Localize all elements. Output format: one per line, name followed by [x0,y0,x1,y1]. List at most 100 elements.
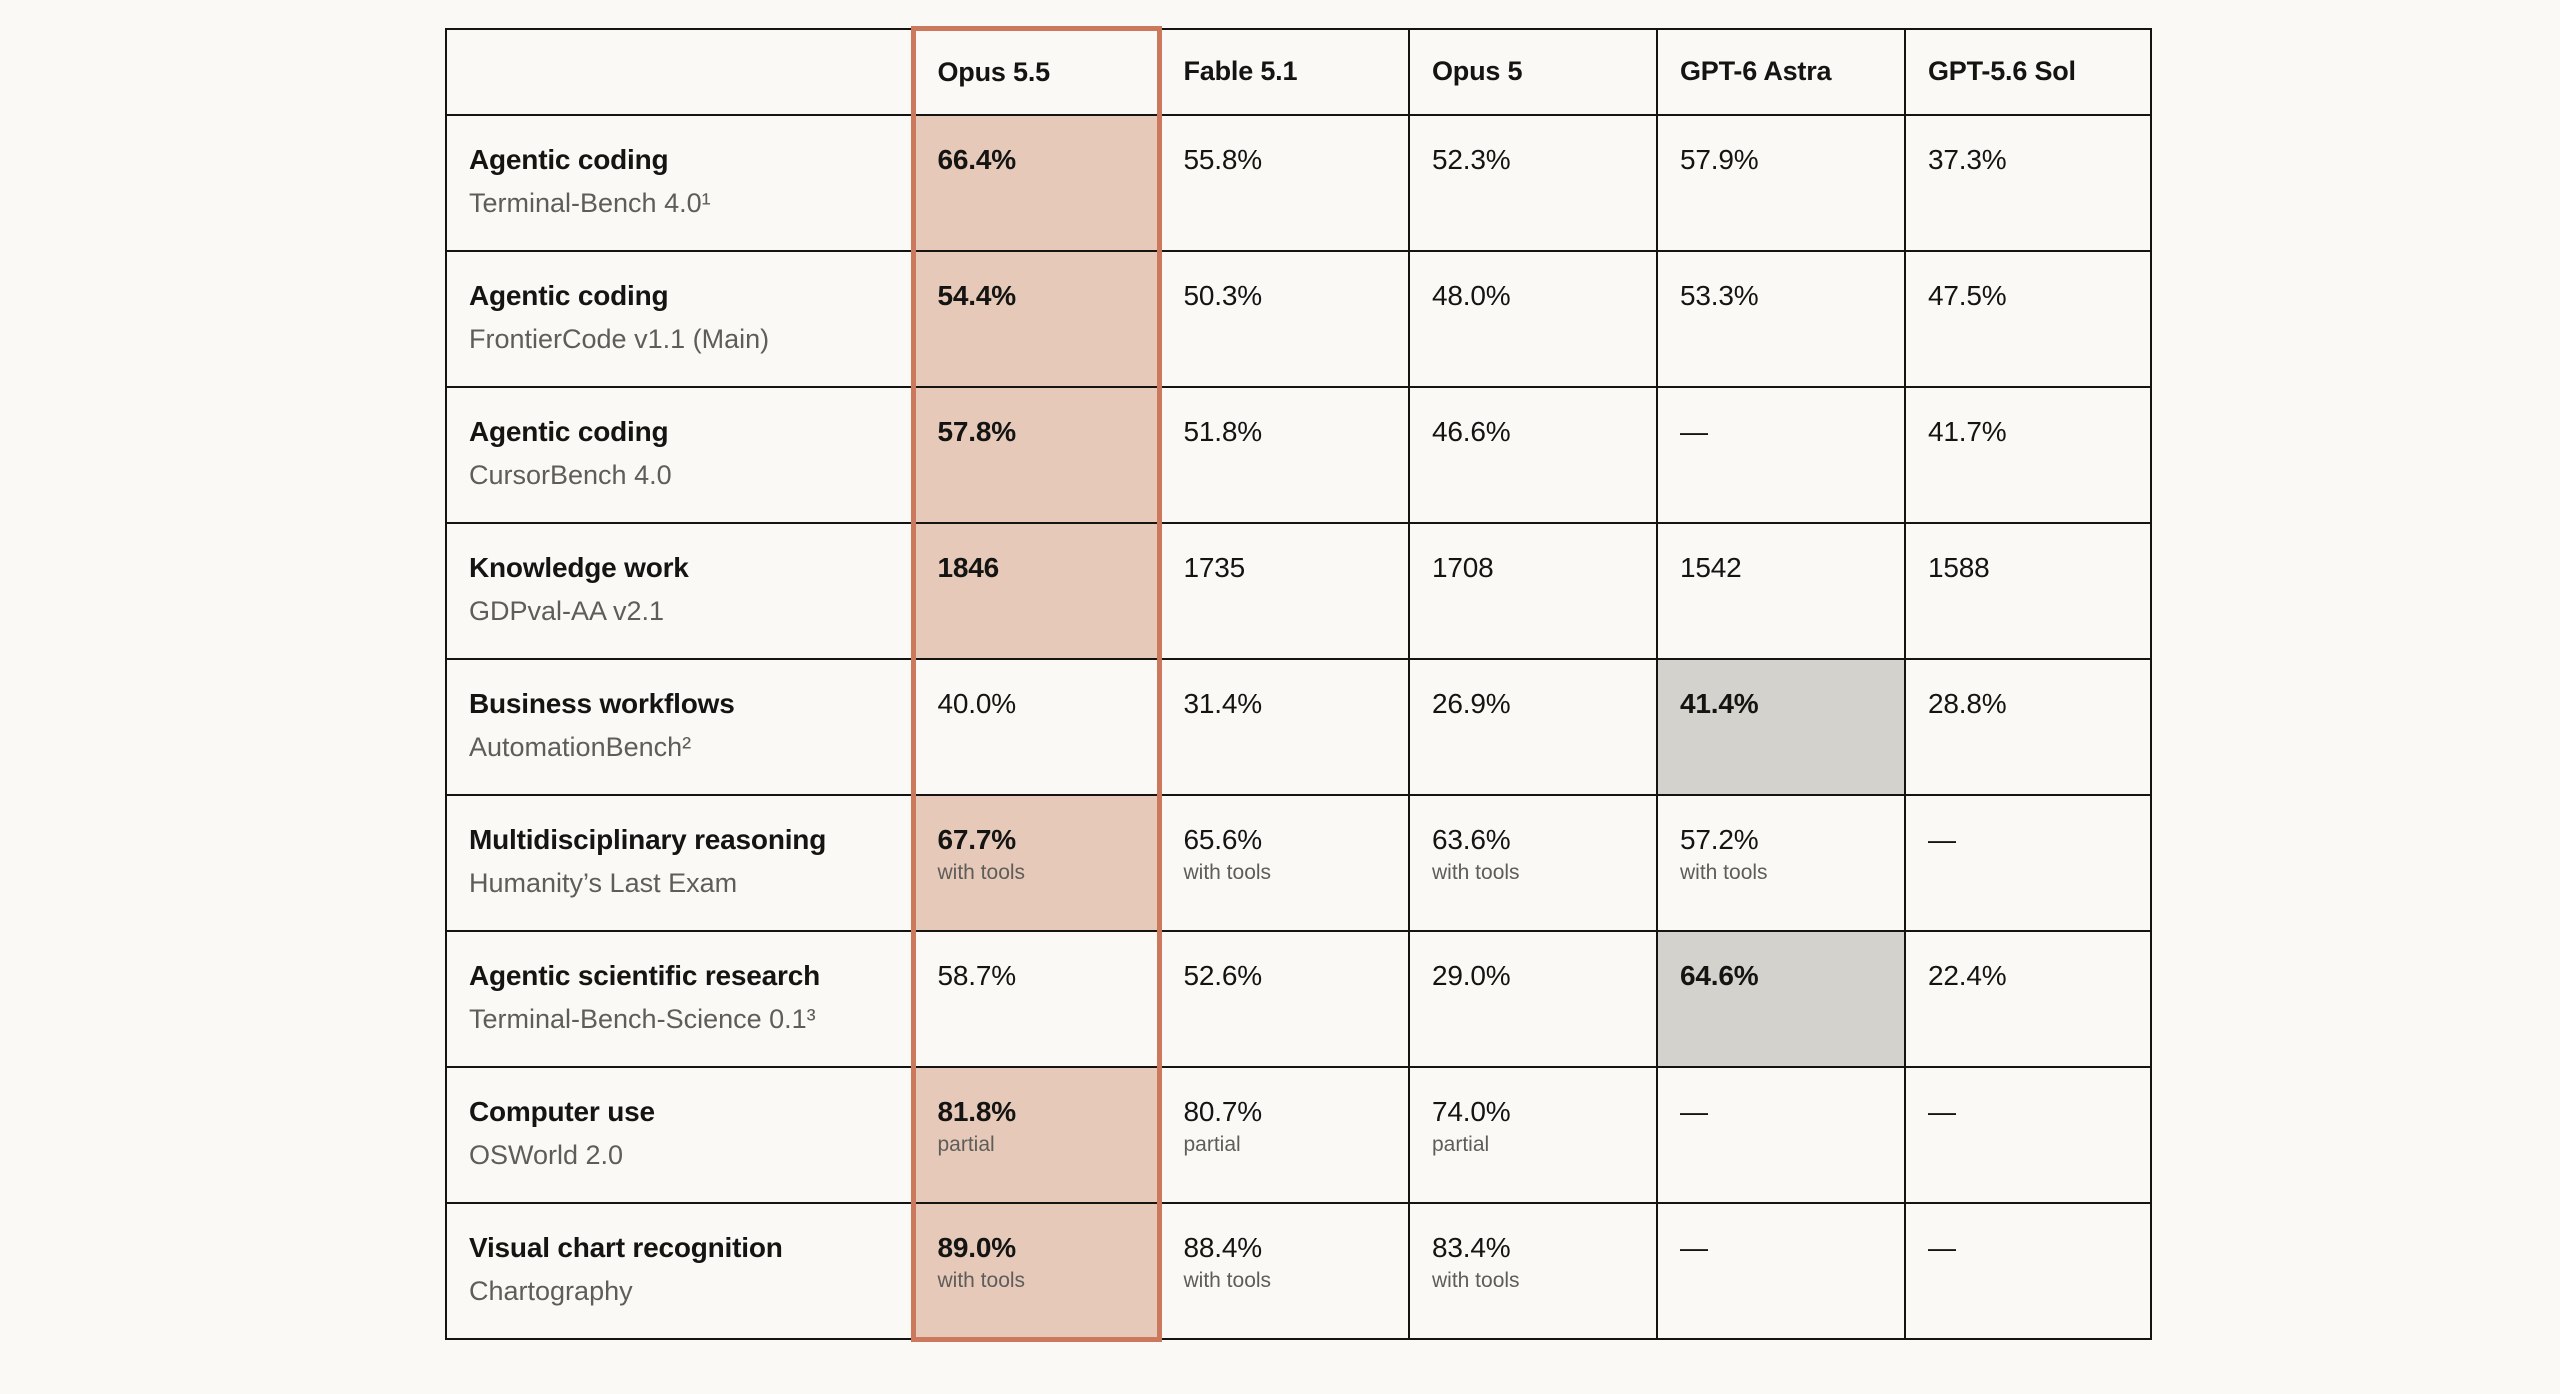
score-cell-opus-5: 29.0% [1408,930,1658,1068]
score-cell-fable-5-1: 52.6% [1158,930,1410,1068]
score-cell-fable-5-1: 88.4% with tools [1158,1202,1410,1340]
score-cell-fable-5-1: 1735 [1158,522,1410,660]
score-note: partial [937,1133,995,1156]
score-cell-gpt-6-astra: 64.6% [1656,930,1906,1068]
score-value: 66.4% [937,144,1017,175]
score-value: 26.9% [1432,688,1511,719]
row-category: Knowledge work [469,552,689,583]
score-cell-opus-5-5: 66.4% [910,114,1162,252]
score-cell-opus-5: 46.6% [1408,386,1658,524]
row-label-cell: Agentic coding Terminal-Bench 4.0¹ [445,114,914,252]
score-cell-opus-5-5: 40.0% [910,658,1162,796]
score-note: partial [1183,1133,1241,1156]
header-gpt-5-6-sol: GPT-5.6 Sol [1904,27,2152,116]
score-cell-gpt-5-6-sol: 41.7% [1904,386,2152,524]
score-value: 37.3% [1928,144,2007,175]
row-label-cell: Multidisciplinary reasoning Humanity’s La… [445,794,914,932]
score-cell-gpt-5-6-sol: 28.8% [1904,658,2152,796]
score-value: 52.6% [1183,960,1263,991]
score-cell-opus-5: 26.9% [1408,658,1658,796]
score-cell-opus-5: 1708 [1408,522,1658,660]
table-row: Business workflows AutomationBench² 40.0% 3… [445,658,2152,796]
score-cell-opus-5-5: 89.0% with tools [910,1202,1162,1342]
score-cell-gpt-6-astra: 53.3% [1656,250,1906,388]
row-benchmark: Humanity’s Last Exam [469,868,738,898]
table-row: Agentic coding Terminal-Bench 4.0¹ 66.4% 55… [445,114,2152,252]
score-value: 41.7% [1928,416,2007,447]
benchmark-table: Opus 5.5 Fable 5.1 Opus 5 GPT-6 Astra GP… [445,26,2152,1342]
score-value: 74.0% [1432,1096,1511,1127]
row-label-cell: Business workflows AutomationBench² [445,658,914,796]
score-value: — [1680,416,1708,447]
score-value: — [1928,1232,1956,1263]
score-cell-fable-5-1: 65.6% with tools [1158,794,1410,932]
table-row: Computer use OSWorld 2.0 81.8% partial 80.7%… [445,1066,2152,1204]
score-value: — [1928,1096,1956,1127]
score-value: 51.8% [1183,416,1263,447]
score-note: partial [1432,1133,1490,1156]
score-cell-gpt-5-6-sol: — [1904,1202,2152,1340]
score-value: 58.7% [937,960,1017,991]
score-value: 22.4% [1928,960,2007,991]
score-cell-opus-5: 83.4% with tools [1408,1202,1658,1340]
score-cell-gpt-6-astra: 57.2% with tools [1656,794,1906,932]
table-row: Agentic coding CursorBench 4.0 57.8% 51.8% 4… [445,386,2152,524]
score-value: 28.8% [1928,688,2007,719]
score-value: 47.5% [1928,280,2007,311]
score-value: 80.7% [1183,1096,1263,1127]
row-label-cell: Knowledge work GDPval-AA v2.1 [445,522,914,660]
score-value: 52.3% [1432,144,1511,175]
score-value: 57.8% [937,416,1017,447]
score-value: 63.6% [1432,824,1511,855]
score-value: 1846 [937,552,1000,583]
row-category: Agentic coding [469,416,669,447]
header-corner [445,27,914,116]
score-cell-gpt-6-astra: — [1656,386,1906,524]
score-cell-opus-5-5: 1846 [910,522,1162,660]
score-cell-gpt-5-6-sol: 47.5% [1904,250,2152,388]
score-value: 40.0% [937,688,1017,719]
score-value: 57.9% [1680,144,1759,175]
score-value: 48.0% [1432,280,1511,311]
score-cell-opus-5-5: 67.7% with tools [910,794,1162,932]
table-row: Visual chart recognition Chartography 89.0… [445,1202,2152,1342]
score-value: 54.4% [937,280,1017,311]
score-cell-fable-5-1: 55.8% [1158,114,1410,252]
row-category: Visual chart recognition [469,1232,783,1263]
header-opus-5-5: Opus 5.5 [910,26,1162,116]
score-value: 65.6% [1183,824,1263,855]
table-body: Agentic coding Terminal-Bench 4.0¹ 66.4% 55… [445,114,2152,1342]
table-row: Agentic scientific research Terminal-Benc… [445,930,2152,1068]
score-cell-opus-5-5: 81.8% partial [910,1066,1162,1204]
table-row: Multidisciplinary reasoning Humanity’s La… [445,794,2152,932]
row-benchmark: CursorBench 4.0 [469,460,672,490]
score-cell-gpt-5-6-sol: 1588 [1904,522,2152,660]
score-note: with tools [1432,1269,1520,1292]
score-cell-opus-5-5: 58.7% [910,930,1162,1068]
score-cell-gpt-5-6-sol: 37.3% [1904,114,2152,252]
score-value: 55.8% [1183,144,1263,175]
row-label-cell: Agentic scientific research Terminal-Benc… [445,930,914,1068]
score-note: with tools [1183,861,1272,884]
row-category: Agentic coding [469,144,669,175]
row-label-cell: Visual chart recognition Chartography [445,1202,914,1340]
score-value: 1588 [1928,552,1990,583]
score-note: with tools [937,1269,1026,1292]
score-value: 57.2% [1680,824,1759,855]
score-cell-opus-5: 63.6% with tools [1408,794,1658,932]
row-label-cell: Agentic coding CursorBench 4.0 [445,386,914,524]
score-value: 1542 [1680,552,1742,583]
score-cell-gpt-6-astra: 41.4% [1656,658,1906,796]
score-cell-opus-5: 52.3% [1408,114,1658,252]
score-note: with tools [937,861,1026,884]
score-value: 64.6% [1680,960,1759,991]
score-cell-fable-5-1: 80.7% partial [1158,1066,1410,1204]
header-row: Opus 5.5 Fable 5.1 Opus 5 GPT-6 Astra GP… [445,26,2152,116]
score-cell-fable-5-1: 31.4% [1158,658,1410,796]
row-benchmark: Terminal-Bench 4.0¹ [469,188,711,218]
score-note: with tools [1432,861,1520,884]
score-note: with tools [1183,1269,1272,1292]
score-value: 53.3% [1680,280,1759,311]
row-label-cell: Agentic coding FrontierCode v1.1 (Main) [445,250,914,388]
score-value: 46.6% [1432,416,1511,447]
